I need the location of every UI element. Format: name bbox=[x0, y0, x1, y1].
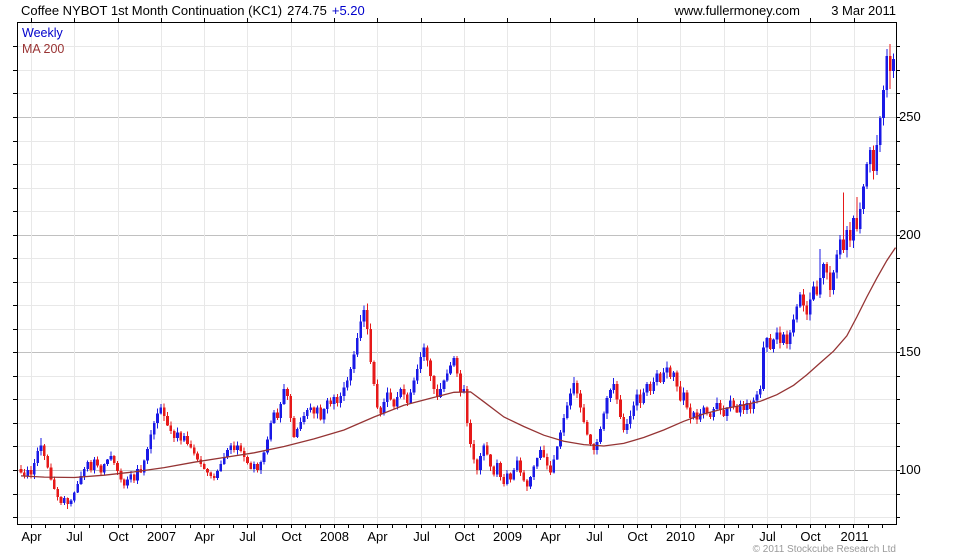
x-tick-label: Jul bbox=[586, 529, 603, 544]
chart-title: Coffee NYBOT 1st Month Continuation (KC1… bbox=[21, 3, 283, 18]
last-price: 274.75 bbox=[287, 3, 327, 18]
price-change: +5.20 bbox=[331, 3, 365, 18]
x-tick-label: 2010 bbox=[666, 529, 695, 544]
website-text: www.fullermoney.com bbox=[674, 3, 800, 18]
x-tick-label: 2008 bbox=[320, 529, 349, 544]
x-tick-label: Oct bbox=[454, 529, 475, 544]
x-tick-label: Jul bbox=[66, 529, 83, 544]
legend-weekly: Weekly bbox=[22, 26, 63, 40]
copyright-notice: © 2011 Stockcube Research Ltd bbox=[752, 544, 896, 555]
x-tick-label: 2009 bbox=[493, 529, 522, 544]
chart-date: 3 Mar 2011 bbox=[831, 3, 896, 18]
grid-layer bbox=[17, 22, 896, 524]
x-tick-label: Apr bbox=[367, 529, 388, 544]
x-tick-label: Oct bbox=[281, 529, 302, 544]
x-tick-label: Jul bbox=[759, 529, 776, 544]
x-tick-label: Jul bbox=[239, 529, 256, 544]
ma-line bbox=[20, 247, 897, 479]
y-tick-label: 150 bbox=[899, 344, 921, 360]
x-tick-label: Oct bbox=[108, 529, 129, 544]
y-tick-label: 250 bbox=[899, 109, 921, 124]
chart-border bbox=[17, 22, 897, 525]
axis-ticks bbox=[13, 18, 900, 528]
x-tick-label: Apr bbox=[714, 529, 735, 544]
x-tick-label: 2011 bbox=[840, 529, 869, 544]
candlestick-layer bbox=[19, 44, 895, 509]
x-tick-label: 2007 bbox=[147, 529, 176, 544]
x-tick-label: Apr bbox=[194, 529, 215, 544]
x-tick-label: Apr bbox=[540, 529, 561, 544]
y-tick-label: 100 bbox=[899, 461, 921, 477]
chart-header: Coffee NYBOT 1st Month Continuation (KC1… bbox=[21, 3, 365, 18]
x-tick-label: Apr bbox=[21, 529, 42, 544]
x-tick-label: Oct bbox=[627, 529, 648, 544]
x-tick-label: Jul bbox=[413, 529, 430, 544]
x-tick-label: Oct bbox=[800, 529, 821, 544]
legend-ma-200: MA 200 bbox=[22, 42, 65, 56]
y-tick-label: 200 bbox=[899, 226, 921, 242]
